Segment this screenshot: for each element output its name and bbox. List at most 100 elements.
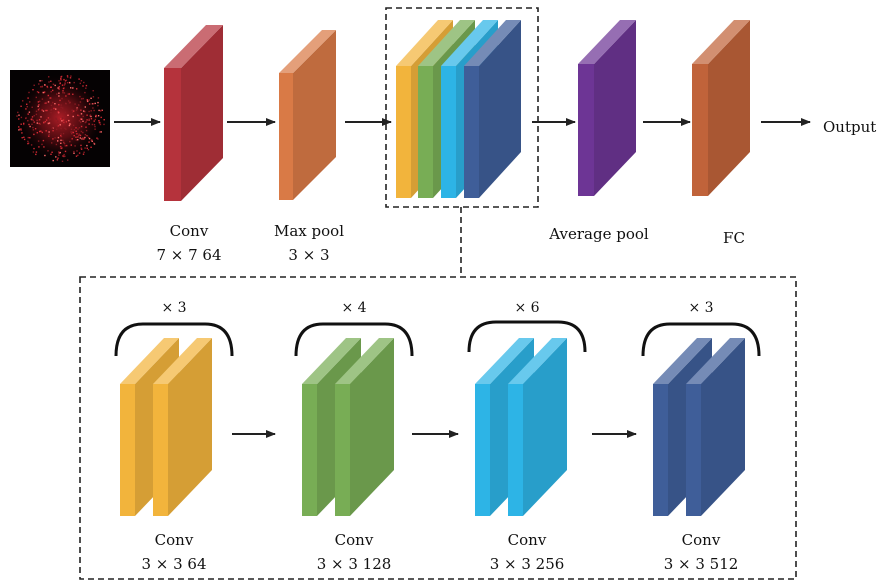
speckle-dot [79,134,82,137]
speckle-dot [73,81,75,84]
speckle-dot [33,84,35,86]
speckle-dot [29,125,31,128]
stage-3-params: 3 × 3 256 [490,555,565,573]
conv1-slab-front [164,68,181,201]
speckle-dot [90,97,92,99]
speckle-dot [65,118,67,120]
speckle-dot [61,84,64,86]
speckle-dot [80,144,82,147]
speckle-dot [18,126,20,128]
group-slab-1-top [396,20,453,66]
speckle-dot [51,151,53,153]
speckle-dot [76,88,78,90]
speckle-dot [88,123,90,125]
speckle-dot [63,153,65,156]
speckle-dot [45,102,47,104]
speckle-dot [27,97,29,99]
speckle-dot [28,111,31,113]
speckle-dot [99,123,102,126]
speckle-dot [19,128,21,130]
speckle-dot [94,128,96,130]
speckle-dot [52,89,54,92]
speckle-dot [73,150,75,153]
speckle-dot [28,123,30,126]
speckle-dot [92,96,95,98]
speckle-dot [88,103,91,105]
stage-1-layer-2-front [153,384,168,516]
speckle-dot [63,78,65,81]
speckle-dot [97,115,100,117]
speckle-dot [43,91,46,93]
speckle-dot [81,138,83,140]
speckle-dot [53,107,55,110]
stage-3: × 6 Conv 3 × 3 256 [467,300,587,573]
speckle-dot [92,107,94,109]
speckle-dot [56,159,59,161]
speckle-dot [35,113,38,116]
speckle-dot [52,159,54,162]
average-pool-block [578,20,636,196]
speckle-dot [74,145,76,147]
speckle-dot [64,121,66,123]
speckle-dot [82,97,84,100]
speckle-dot [78,127,81,129]
speckle-dot [55,108,57,110]
speckle-image-icon [16,75,105,162]
maxpool-block [279,30,336,200]
speckle-dot [60,135,63,138]
group-slab-2-front [418,66,433,198]
stage-1-layer-2 [153,338,212,516]
speckle-dot [31,118,33,120]
stage-2-layers [302,338,394,516]
speckle-dot [76,133,78,135]
speckle-dot [50,118,52,120]
speckle-dot [67,114,69,116]
speckle-dot [30,118,33,120]
speckle-dot [61,97,63,100]
speckle-dot [70,131,72,133]
speckle-dot [50,80,52,82]
speckle-dot [77,134,80,137]
speckle-dot [35,110,38,112]
speckle-dot [76,108,79,110]
speckle-dot [58,104,60,106]
conv1-slab-top [164,25,223,68]
speckle-dot [67,76,69,78]
speckle-dot [71,138,73,140]
speckle-dot [36,91,39,93]
speckle-dot [62,139,64,142]
speckle-dot [88,110,90,113]
speckle-dot [103,123,105,126]
speckle-dot [42,110,45,112]
speckle-dot [75,136,77,138]
speckle-dot [29,101,31,103]
speckle-dot [21,137,23,139]
stage-2-layer-1-top [302,338,361,384]
speckle-dot [63,141,65,144]
speckle-dot [83,110,85,112]
maxpool-slab-front [279,73,293,200]
speckle-dot [99,110,102,112]
speckle-dot [80,98,83,100]
stage-4-repeat: × 3 [688,300,713,316]
speckle-dot [30,144,33,146]
maxpool-slab-top [279,30,336,73]
speckle-dot [64,155,66,157]
stage-4-brace [641,322,761,357]
speckle-dot [80,121,82,123]
speckle-dot [78,115,80,117]
speckle-dot [67,159,69,161]
speckle-dot [90,139,93,142]
fc-slab-front [692,64,708,196]
speckle-dot [39,123,41,125]
speckle-dot [46,85,48,88]
stage-4-layer-1-front [653,384,668,516]
speckle-dot [41,80,43,82]
speckle-dot [56,124,58,126]
speckle-dot [90,110,92,112]
stage-2: × 4 Conv 3 × 3 128 [294,300,414,573]
maxpool-slab-side [293,30,336,200]
speckle-dot [72,87,74,89]
speckle-dot [70,128,73,130]
speckle-dot [64,83,66,85]
